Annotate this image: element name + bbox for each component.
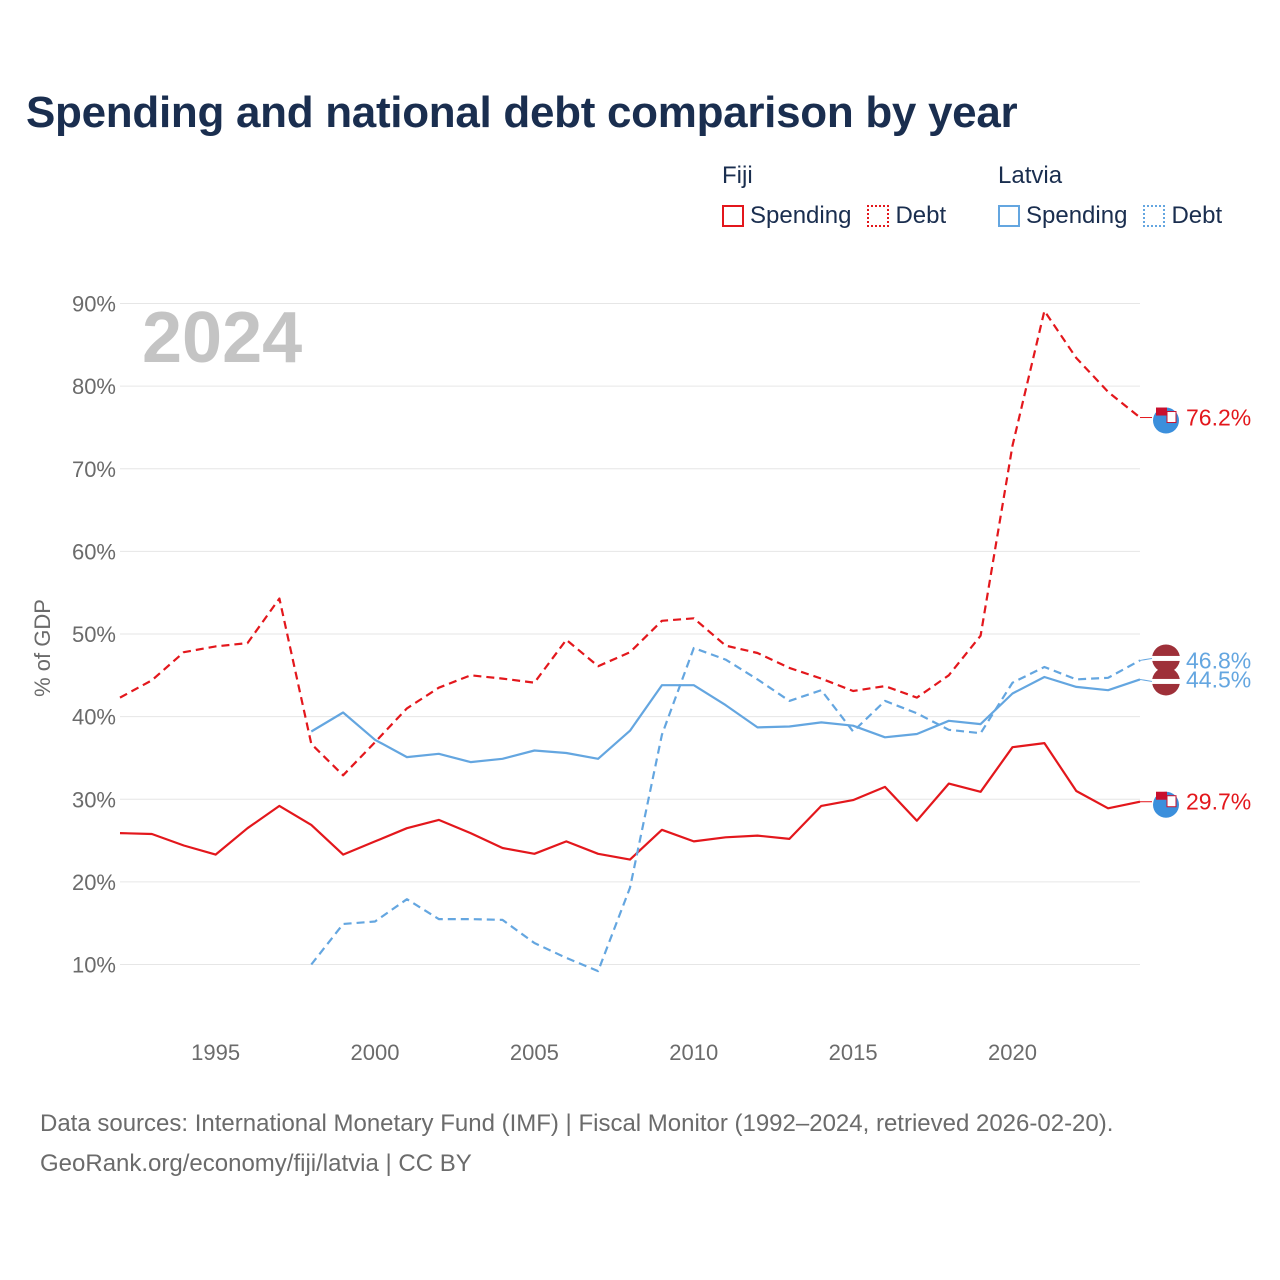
legend-item-label: Debt <box>1171 202 1223 229</box>
y-axis-ticks: 10% 20% 30% 40% 50% 60% 70% 80% 90% <box>72 292 116 978</box>
y-tick-label: 80% <box>72 374 116 399</box>
series-layer <box>119 309 1141 973</box>
legend-item-label: Spending <box>1026 202 1128 229</box>
end-markers: 29.7% 76.2% 44.5%46.8% <box>1139 405 1251 818</box>
legend-item-latvia-spending[interactable]: Spending <box>998 202 1127 230</box>
fiji-flag-shield <box>1166 411 1177 424</box>
legend-swatch-solid <box>998 205 1020 227</box>
legend-swatch-dotted <box>1143 205 1166 227</box>
y-axis-label: % of GDP <box>30 599 55 697</box>
y-tick-label: 40% <box>72 705 116 730</box>
marker-connector <box>1139 657 1153 661</box>
y-tick-label: 30% <box>72 787 116 812</box>
latvia-flag-stripe <box>1152 678 1180 684</box>
series-line-fiji-spending <box>119 741 1141 861</box>
legend-item-fiji-debt[interactable]: Debt <box>867 202 946 230</box>
legend-swatch-solid <box>722 205 744 227</box>
footer: Data sources: International Monetary Fun… <box>40 1104 1113 1184</box>
y-tick-label: 90% <box>72 292 116 317</box>
legend-item-fiji-spending[interactable]: Spending <box>722 202 851 230</box>
end-value-label: 29.7% <box>1186 789 1251 815</box>
legend-group-label: Latvia <box>998 162 1063 189</box>
year-watermark: 2024 <box>142 298 302 378</box>
marker-connector <box>1139 678 1153 682</box>
attribution-link[interactable]: GeoRank.org/economy/fiji/latvia | CC BY <box>40 1150 472 1177</box>
end-value-label: 46.8% <box>1186 647 1251 673</box>
legend-swatch-dotted <box>867 205 890 227</box>
chart-title: Spending and national debt comparison by… <box>26 88 1018 137</box>
legend-item-label: Debt <box>895 202 947 229</box>
y-tick-label: 10% <box>72 953 116 978</box>
end-value-label: 76.2% <box>1186 405 1251 431</box>
x-tick-label: 1995 <box>191 1040 240 1065</box>
x-tick-label: 2015 <box>829 1040 878 1065</box>
end-value-label: 44.5% <box>1186 666 1251 692</box>
y-tick-label: 70% <box>72 457 116 482</box>
y-tick-label: 50% <box>72 622 116 647</box>
x-tick-label: 2010 <box>669 1040 718 1065</box>
series-line-latvia-debt <box>310 646 1141 973</box>
y-tick-label: 60% <box>72 539 116 564</box>
x-tick-label: 2020 <box>988 1040 1037 1065</box>
x-axis-ticks: 1995 2000 2005 2010 2015 2020 <box>191 1040 1037 1065</box>
x-tick-label: 2000 <box>351 1040 400 1065</box>
fiji-flag-canton <box>1156 407 1167 416</box>
legend-group-label: Fiji <box>722 162 753 189</box>
legend-group-fiji: Fiji Spending Debt <box>722 162 946 230</box>
x-tick-label: 2005 <box>510 1040 559 1065</box>
gridlines <box>120 303 1140 965</box>
legend-item-latvia-debt[interactable]: Debt <box>1143 202 1222 230</box>
y-tick-label: 20% <box>72 870 116 895</box>
legend-item-label: Spending <box>750 202 852 229</box>
series-line-latvia-spending <box>310 675 1141 764</box>
data-source-text: Data sources: International Monetary Fun… <box>40 1110 1114 1137</box>
latvia-flag-stripe <box>1152 655 1180 661</box>
line-chart: 10% 20% 30% 40% 50% 60% 70% 80% 90% 1995 2000 2005… <box>30 292 1251 1066</box>
series-line-fiji-debt <box>119 309 1141 777</box>
fiji-flag-shield <box>1166 795 1177 808</box>
fiji-flag-canton <box>1156 791 1167 800</box>
legend-group-latvia: Latvia Spending Debt <box>998 162 1222 230</box>
